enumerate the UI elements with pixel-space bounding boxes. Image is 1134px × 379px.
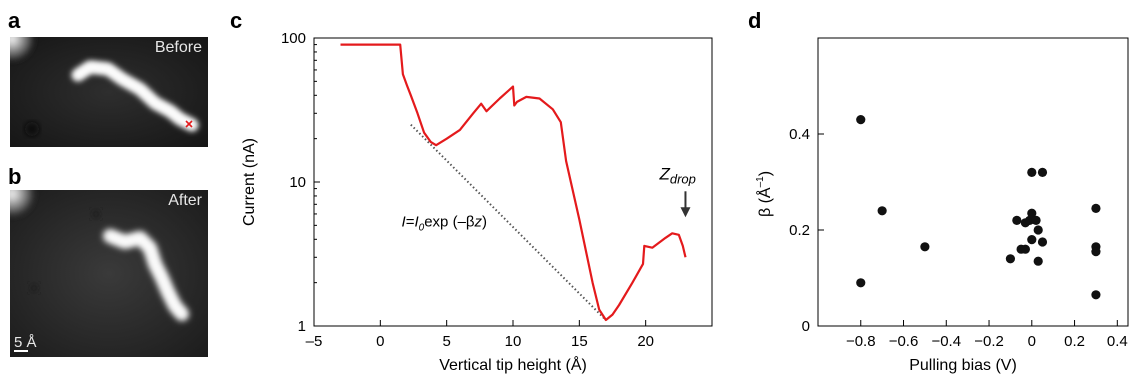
chart-c-x-tick-label: 15 <box>571 333 588 350</box>
stm-image-after-graphic <box>10 190 208 357</box>
zdrop-annotation: Zdrop <box>658 164 695 186</box>
chart-c-plot-frame <box>313 37 713 327</box>
chart-c-x-tick-label: 5 <box>442 333 450 350</box>
data-point <box>1027 167 1037 177</box>
data-point <box>1005 254 1016 264</box>
stm-image-before: Before <box>10 37 208 147</box>
equation-annotation: I=I0exp (–βz) <box>402 214 488 234</box>
current-curve <box>340 43 687 322</box>
tip-position-marker <box>185 120 193 128</box>
panel-letter-c: c <box>230 8 243 33</box>
chart-d-plot-frame <box>817 37 1129 327</box>
chart-d-x-tick-label: −0.6 <box>889 333 919 350</box>
panel-letter-a: a <box>8 8 21 33</box>
data-point <box>1020 244 1030 254</box>
panel-letter-b: b <box>8 164 22 189</box>
chart-c-x-label: Vertical tip height (Å) <box>439 355 587 374</box>
data-point <box>1033 256 1043 266</box>
chart-c-x-tick-label: 0 <box>376 333 384 350</box>
beta-vs-bias-chart: −0.8 −0.6 −0.4 −0.2 0 0.2 0.4 0 0.2 0.4 Pulling … <box>755 37 1129 374</box>
chart-d-y-tick-label: 0.2 <box>789 222 810 239</box>
chart-d-x-tick-label: 0 <box>1028 333 1036 350</box>
data-point <box>1091 247 1101 257</box>
data-point <box>1091 290 1101 300</box>
panel-letter-d: d <box>748 8 762 33</box>
chart-c-y-tick-label: 100 <box>281 30 306 47</box>
chart-c-y-axis: 1 10 100 <box>281 30 320 335</box>
chart-d-x-tick-label: −0.2 <box>974 333 1004 350</box>
scale-bar-label: 5 Å <box>14 334 37 351</box>
chart-c-y-tick-label: 1 <box>298 318 306 335</box>
chart-d-y-axis: 0 0.2 0.4 <box>789 126 824 335</box>
chart-d-x-tick-label: −0.4 <box>931 333 961 350</box>
chart-d-x-tick-label: −0.8 <box>846 333 876 350</box>
data-point <box>1025 215 1035 225</box>
chart-c-x-tick-label: –5 <box>306 333 323 350</box>
data-point <box>1091 203 1101 213</box>
chart-c-x-tick-label: 10 <box>505 333 522 350</box>
chart-d-x-tick-label: 0.4 <box>1107 333 1128 350</box>
chart-c-y-label: Current (nA) <box>241 138 258 226</box>
data-point <box>1027 208 1037 218</box>
chart-d-y-tick-label: 0 <box>802 318 810 335</box>
data-point <box>1033 225 1043 235</box>
chart-d-y-tick-label: 0.4 <box>789 126 810 143</box>
data-point <box>1037 167 1048 177</box>
stm-image-after: After 5 Å <box>10 190 208 357</box>
current-vs-height-chart: –5 0 5 10 15 20 1 10 100 Vertical tip height (Å… <box>241 30 713 374</box>
chart-c-x-tick-label: 20 <box>637 333 654 350</box>
before-label: Before <box>154 39 202 56</box>
data-point <box>1027 235 1037 245</box>
data-point <box>920 242 930 252</box>
chart-d-x-label: Pulling bias (V) <box>909 357 1017 374</box>
data-point <box>1012 215 1022 225</box>
chart-c-x-axis: –5 0 5 10 15 20 <box>306 320 654 350</box>
chart-d-y-label: β (Å–1) <box>755 171 774 217</box>
data-point <box>856 278 866 288</box>
after-label: After <box>168 192 202 209</box>
data-point <box>877 206 887 216</box>
zdrop-arrow-icon <box>680 191 691 218</box>
chart-d-x-axis: −0.8 −0.6 −0.4 −0.2 0 0.2 0.4 <box>846 320 1128 350</box>
chart-d-points <box>856 115 1101 300</box>
data-point <box>856 115 866 125</box>
chart-c-y-tick-label: 10 <box>289 174 306 191</box>
chart-d-x-tick-label: 0.2 <box>1064 333 1085 350</box>
data-point <box>1037 237 1048 247</box>
stm-image-before-graphic <box>10 37 208 147</box>
data-point <box>1031 215 1041 225</box>
